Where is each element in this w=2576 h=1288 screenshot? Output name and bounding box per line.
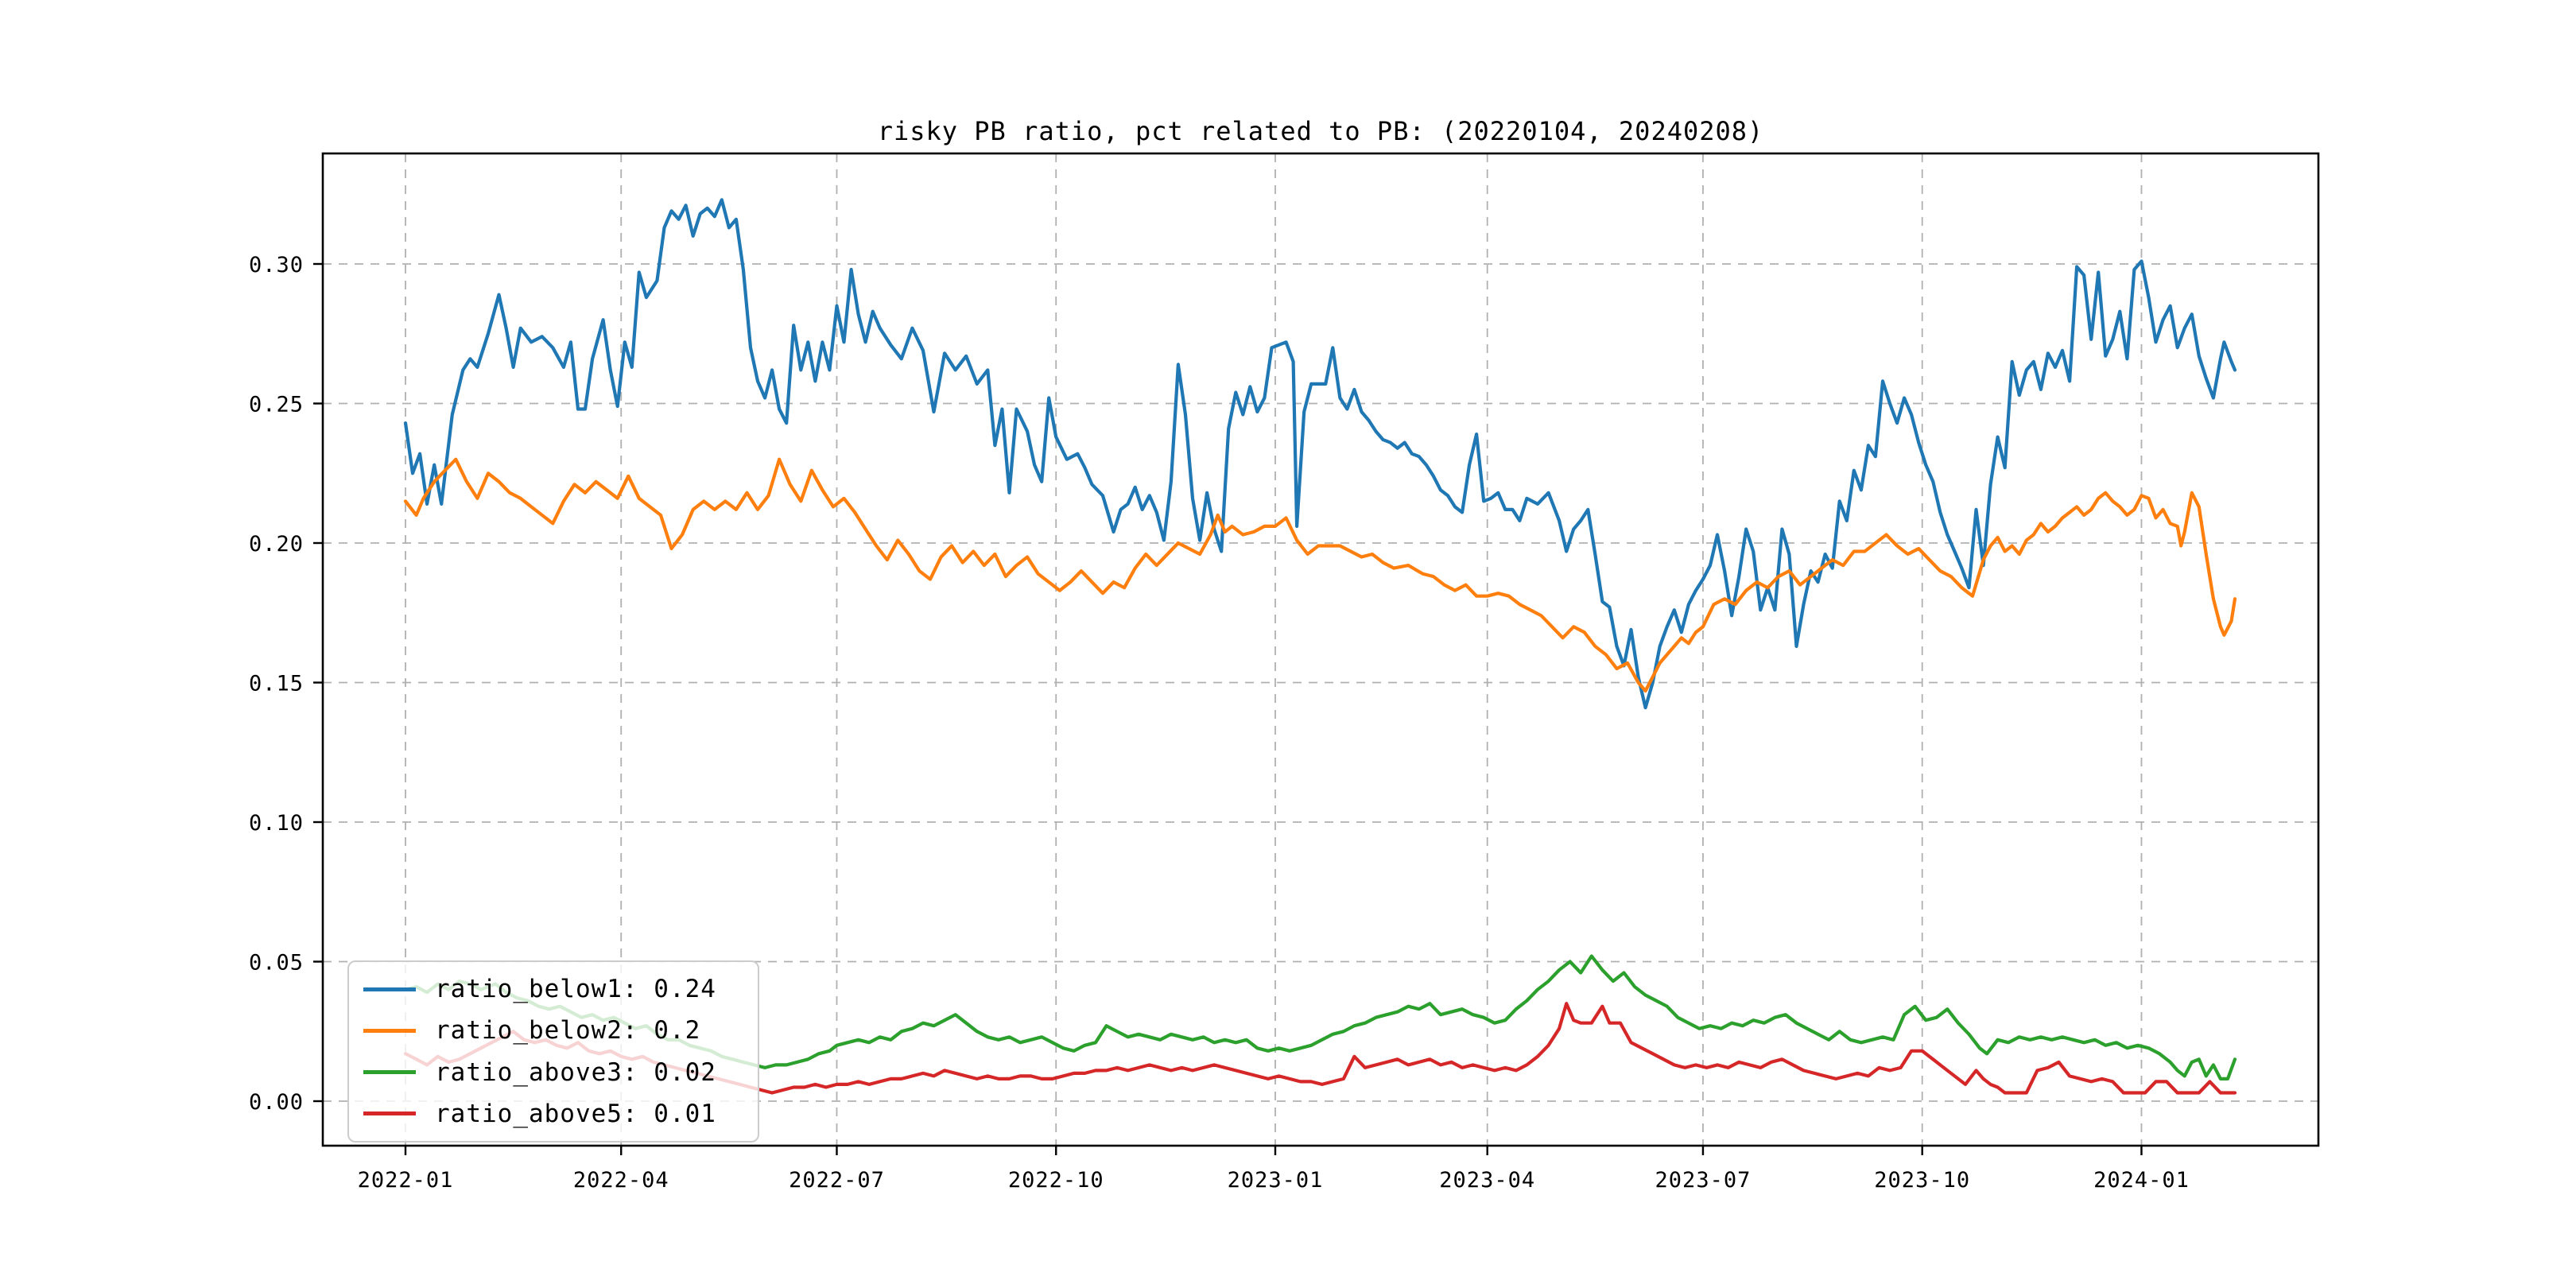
y-tick-label: 0.30 xyxy=(249,253,304,277)
x-tick-label: 2022-04 xyxy=(573,1168,669,1193)
legend-swatch-ratio_below1 xyxy=(363,987,416,991)
x-tick-label: 2022-07 xyxy=(789,1168,885,1193)
y-tick-label: 0.20 xyxy=(249,532,304,557)
x-tick-label: 2023-07 xyxy=(1655,1168,1752,1193)
y-tick-label: 0.15 xyxy=(249,672,304,696)
legend-label-ratio_above5: ratio_above5: 0.01 xyxy=(435,1099,716,1128)
legend-label-ratio_above3: ratio_above3: 0.02 xyxy=(435,1057,716,1087)
legend-entry-ratio_below2: ratio_below2: 0.2 xyxy=(363,1016,750,1045)
legend-swatch-ratio_above3 xyxy=(363,1070,416,1075)
plot-border xyxy=(321,152,2320,1147)
legend-entry-ratio_above5: ratio_above5: 0.01 xyxy=(363,1100,750,1128)
chart-title: risky PB ratio, pct related to PB: (2022… xyxy=(877,116,1764,146)
legend-swatch-ratio_above5 xyxy=(363,1111,416,1116)
y-tick-label: 0.05 xyxy=(249,951,304,976)
series-line-ratio_below1 xyxy=(403,198,2237,710)
legend-swatch-ratio_below2 xyxy=(363,1028,416,1033)
x-tick-label: 2023-01 xyxy=(1228,1168,1324,1193)
legend-entry-ratio_below1: ratio_below1: 0.24 xyxy=(363,975,750,1003)
x-tick-label: 2022-01 xyxy=(358,1168,454,1193)
legend-label-ratio_below2: ratio_below2: 0.2 xyxy=(435,1016,701,1046)
series-line-ratio_below2 xyxy=(403,457,2237,693)
x-tick-label: 2022-10 xyxy=(1008,1168,1104,1193)
legend-entry-ratio_above3: ratio_above3: 0.02 xyxy=(363,1058,750,1087)
y-tick-label: 0.25 xyxy=(249,393,304,417)
legend: ratio_below1: 0.24 ratio_below2: 0.2 ratio… xyxy=(347,960,759,1143)
legend-label-ratio_below1: ratio_below1: 0.24 xyxy=(435,975,716,1004)
x-tick-label: 2024-01 xyxy=(2093,1168,2190,1193)
x-tick-label: 2023-04 xyxy=(1439,1168,1535,1193)
x-tick-label: 2023-10 xyxy=(1874,1168,1970,1193)
y-tick-label: 0.10 xyxy=(249,811,304,836)
y-tick-label: 0.00 xyxy=(249,1090,304,1115)
